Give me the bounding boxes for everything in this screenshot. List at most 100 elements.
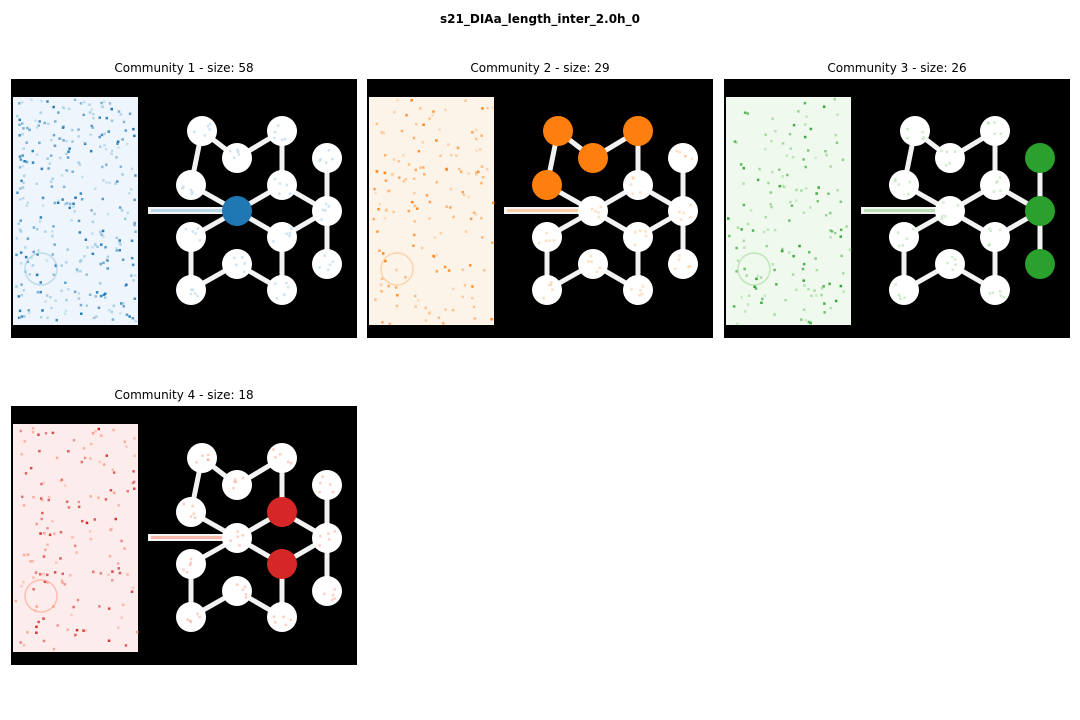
- speckle-pixel: [53, 201, 57, 205]
- speckle-pixel: [24, 246, 27, 249]
- node-speckle: [688, 265, 692, 268]
- speckle-pixel: [130, 256, 134, 260]
- speckle-pixel: [742, 239, 746, 243]
- speckle-pixel: [742, 166, 745, 170]
- node-hub-bottom: [980, 222, 1010, 252]
- node-speckle: [331, 491, 335, 494]
- speckle-pixel: [122, 305, 125, 308]
- speckle-pixel: [836, 189, 839, 192]
- speckle-pixel: [130, 239, 134, 242]
- speckle-pixel: [735, 246, 738, 250]
- speckle-pixel: [388, 189, 391, 193]
- node-right-mid: [1025, 196, 1055, 226]
- speckle-pixel: [54, 561, 58, 564]
- speckle-pixel: [102, 235, 105, 238]
- speckle-pixel: [727, 217, 730, 220]
- speckle-pixel: [106, 212, 110, 216]
- speckle-pixel: [786, 173, 789, 177]
- speckle-pixel: [392, 158, 396, 161]
- speckle-pixel: [800, 189, 803, 192]
- speckle-pixel: [414, 168, 417, 172]
- speckle-pixel: [37, 249, 40, 252]
- speckle-pixel: [842, 272, 845, 275]
- speckle-pixel: [134, 319, 137, 323]
- speckle-pixel: [797, 110, 800, 113]
- node-top-mid: [222, 143, 252, 173]
- speckle-pixel: [41, 204, 45, 207]
- speckle-pixel: [44, 230, 47, 233]
- speckle-pixel: [104, 296, 107, 299]
- speckle-pixel: [743, 246, 746, 249]
- speckle-pixel: [427, 312, 431, 315]
- node-speckle: [689, 204, 692, 207]
- speckle-pixel: [106, 259, 109, 262]
- speckle-pixel: [76, 270, 79, 273]
- speckle-pixel: [53, 144, 57, 147]
- speckle-pixel: [65, 139, 68, 143]
- speckle-pixel: [59, 557, 62, 560]
- speckle-pixel: [72, 202, 75, 205]
- speckle-pixel: [131, 317, 135, 320]
- speckle-pixel: [124, 129, 127, 132]
- node-speckle: [206, 125, 210, 128]
- speckle-pixel: [395, 268, 398, 272]
- speckle-pixel: [99, 282, 102, 285]
- node-speckle: [953, 258, 957, 261]
- node-speckle: [954, 263, 957, 266]
- speckle-pixel: [803, 284, 806, 287]
- speckle-pixel: [67, 506, 71, 509]
- node-speckle: [589, 255, 593, 258]
- speckle-pixel: [115, 236, 119, 240]
- speckle-pixel: [121, 258, 125, 261]
- speckle-pixel: [66, 156, 70, 159]
- speckle-pixel: [435, 180, 438, 184]
- speckle-pixel: [783, 185, 786, 189]
- node-speckle: [999, 132, 1003, 135]
- speckle-pixel: [420, 246, 424, 250]
- node-speckle: [324, 209, 327, 212]
- speckle-pixel: [20, 101, 24, 104]
- node-speckle: [641, 285, 645, 288]
- speckle-pixel: [788, 132, 792, 136]
- speckle-pixel: [26, 260, 30, 264]
- node-speckle: [989, 229, 992, 233]
- node-speckle: [548, 239, 551, 242]
- speckle-pixel: [115, 249, 119, 252]
- speckle-pixel: [106, 267, 109, 270]
- speckle-pixel: [778, 184, 781, 188]
- speckle-pixel: [464, 230, 468, 233]
- node-right-bottom: [312, 249, 342, 279]
- speckle-pixel: [447, 269, 451, 272]
- speckle-pixel: [134, 274, 137, 277]
- node-bottom-left: [532, 275, 562, 305]
- speckle-pixel: [383, 171, 387, 175]
- speckle-pixel: [835, 141, 839, 144]
- node-speckle: [318, 159, 321, 163]
- speckle-pixel: [452, 287, 455, 290]
- speckle-pixel: [820, 293, 823, 297]
- node-speckle: [537, 241, 541, 245]
- speckle-pixel: [28, 273, 31, 276]
- speckle-pixel: [102, 179, 105, 182]
- node-speckle: [996, 180, 999, 183]
- node-top-left: [900, 116, 930, 146]
- speckle-pixel: [827, 192, 830, 195]
- speckle-pixel: [396, 99, 399, 102]
- speckle-pixel: [36, 253, 39, 256]
- speckle-pixel: [42, 572, 45, 576]
- speckle-pixel: [32, 250, 35, 254]
- speckle-pixel: [41, 499, 44, 502]
- node-speckle: [285, 232, 288, 236]
- node-speckle: [953, 150, 957, 153]
- speckle-pixel: [118, 571, 122, 575]
- speckle-pixel: [50, 230, 54, 233]
- node-speckle: [320, 218, 323, 221]
- speckle-pixel: [803, 135, 807, 139]
- speckle-pixel: [20, 283, 23, 286]
- node-speckle: [286, 285, 290, 289]
- speckle-pixel: [89, 495, 92, 498]
- speckle-pixel: [78, 163, 82, 166]
- speckle-pixel: [410, 99, 413, 102]
- speckle-pixel: [431, 114, 434, 117]
- speckle-pixel: [775, 283, 778, 286]
